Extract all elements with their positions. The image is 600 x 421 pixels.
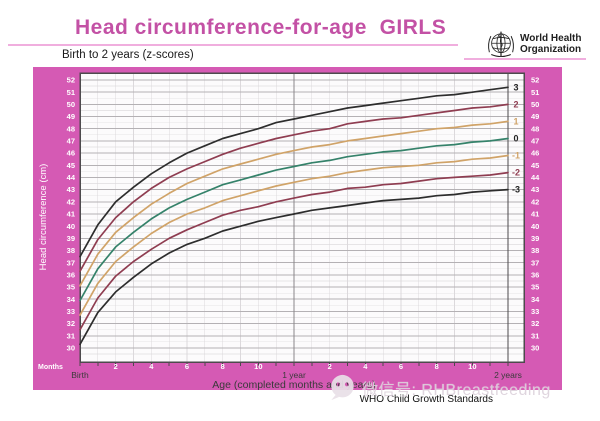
age-label: 1 year (282, 370, 306, 380)
standards-caption: WHO Child Growth Standards (359, 394, 493, 405)
y-tick-label-left: 31 (67, 331, 75, 340)
zscore-label-z+2: 2 (513, 99, 518, 109)
y-tick-label-right: 30 (531, 344, 539, 353)
y-tick-label-right: 48 (531, 124, 539, 133)
y-tick-label-right: 47 (531, 137, 539, 146)
x-tick-label: 6 (185, 362, 189, 371)
y-tick-label-right: 37 (531, 258, 539, 267)
logo-rule (464, 58, 586, 60)
x-tick-label: 8 (435, 362, 439, 371)
y-tick-label-left: 52 (67, 76, 75, 85)
zscore-label-z-1: -1 (512, 151, 520, 161)
curve-z+2 (79, 103, 509, 273)
y-axis-title: Head circumference (cm) (38, 164, 49, 271)
y-tick-label-right: 51 (531, 88, 539, 97)
x-tick-label: 6 (399, 362, 403, 371)
x-axis-unit-label: Months (38, 364, 63, 371)
x-axis-title: Age (completed months and years) (212, 379, 375, 390)
curve-z0 (79, 137, 509, 302)
y-tick-label-left: 32 (67, 319, 75, 328)
x-tick-label: 2 (114, 362, 118, 371)
y-tick-label-left: 39 (67, 234, 75, 243)
curve-z-3 (79, 188, 509, 346)
age-label: 2 years (494, 370, 522, 380)
y-tick-label-left: 51 (67, 88, 75, 97)
y-tick-label-right: 33 (531, 307, 539, 316)
chart-subtitle: Birth to 2 years (z-scores) (62, 49, 194, 61)
y-tick-label-left: 49 (67, 112, 75, 121)
curve-z-1 (79, 154, 509, 316)
y-tick-label-left: 37 (67, 258, 75, 267)
y-tick-label-left: 48 (67, 124, 75, 133)
y-tick-label-right: 43 (531, 185, 539, 194)
who-logo: World Health Organization (486, 29, 581, 59)
y-tick-label-right: 35 (531, 283, 539, 292)
y-tick-label-right: 52 (531, 76, 539, 85)
y-tick-label-left: 30 (67, 344, 75, 353)
zscore-label-z+3: 3 (513, 82, 518, 92)
age-label: Birth (71, 370, 89, 380)
y-tick-label-left: 46 (67, 149, 75, 158)
curve-z+3 (79, 86, 509, 258)
y-tick-label-right: 49 (531, 112, 539, 121)
y-tick-label-left: 38 (67, 246, 75, 255)
title-rule (8, 44, 458, 46)
y-tick-label-left: 33 (67, 307, 75, 316)
zscore-label-z+1: 1 (513, 116, 518, 126)
x-tick-label: 8 (221, 362, 225, 371)
who-logo-line2: Organization (520, 44, 582, 55)
y-tick-label-left: 44 (67, 173, 76, 182)
y-tick-label-left: 35 (67, 283, 75, 292)
page-title: Head circumference-for-age GIRLS (75, 16, 447, 39)
y-tick-label-right: 31 (531, 331, 539, 340)
who-emblem-icon (488, 31, 514, 58)
zscore-label-z0: 0 (513, 133, 518, 143)
who-logo-line1: World Health (520, 33, 582, 44)
y-tick-label-left: 45 (67, 161, 75, 170)
y-tick-label-left: 40 (67, 222, 75, 231)
y-tick-label-left: 41 (67, 210, 75, 219)
x-tick-label: 10 (468, 362, 476, 371)
zscore-label-z-2: -2 (512, 168, 520, 178)
y-tick-label-right: 38 (531, 246, 539, 255)
y-tick-label-left: 42 (67, 197, 75, 206)
y-tick-label-right: 32 (531, 319, 539, 328)
y-tick-label-right: 50 (531, 100, 539, 109)
chart-board: 3 2 1 0 -1 -2 -3 30 30 31 31 32 32 33 33 34 34 35 35 36 36 37… (33, 67, 562, 390)
y-tick-label-right: 41 (531, 210, 539, 219)
y-tick-label-left: 47 (67, 137, 75, 146)
y-tick-label-left: 36 (67, 270, 75, 279)
zscore-label-z-3: -3 (512, 185, 520, 195)
y-tick-label-right: 45 (531, 161, 539, 170)
y-tick-label-left: 34 (67, 295, 76, 304)
x-tick-label: 4 (149, 362, 154, 371)
x-tick-label: 4 (363, 362, 368, 371)
y-tick-label-right: 39 (531, 234, 539, 243)
curve-z+1 (79, 120, 509, 287)
y-tick-label-right: 44 (531, 173, 540, 182)
y-tick-label-right: 34 (531, 295, 540, 304)
x-tick-label: 2 (328, 362, 332, 371)
curve-z-2 (79, 171, 509, 331)
who-logo-text: World Health Organization (520, 33, 581, 55)
y-tick-label-left: 50 (67, 100, 75, 109)
y-tick-label-right: 46 (531, 149, 539, 158)
plot-border (79, 72, 525, 363)
y-tick-label-left: 43 (67, 185, 75, 194)
y-tick-label-right: 36 (531, 270, 539, 279)
y-tick-label-right: 40 (531, 222, 539, 231)
x-tick-label: 10 (254, 362, 262, 371)
y-tick-label-right: 42 (531, 197, 539, 206)
